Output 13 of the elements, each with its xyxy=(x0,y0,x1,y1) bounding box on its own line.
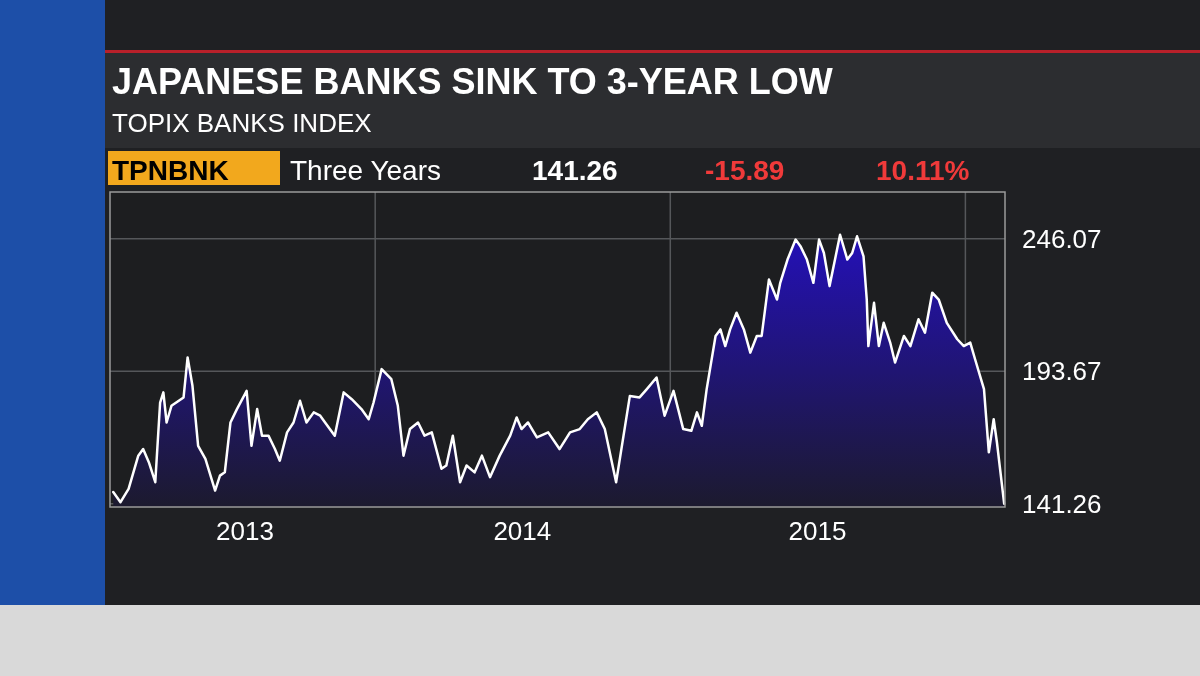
y-tick-label: 141.26 xyxy=(1022,488,1102,519)
chart-subtitle: TOPIX BANKS INDEX xyxy=(112,108,372,138)
x-tick-label: 2014 xyxy=(493,516,552,546)
text: -15.89 xyxy=(705,155,785,186)
text: Three Years xyxy=(290,155,441,186)
text: 10.11% xyxy=(876,155,970,186)
text: 141.26 xyxy=(532,155,618,186)
chart-title: JAPANESE BANKS SINK TO 3-YEAR LOW xyxy=(112,61,833,102)
x-tick-label: 2013 xyxy=(216,516,274,546)
y-tick-label: 193.67 xyxy=(1022,356,1102,387)
y-tick-label: 246.07 xyxy=(1022,223,1102,254)
x-tick-label: 2015 xyxy=(788,516,847,546)
text: TPNBNK xyxy=(112,155,229,186)
